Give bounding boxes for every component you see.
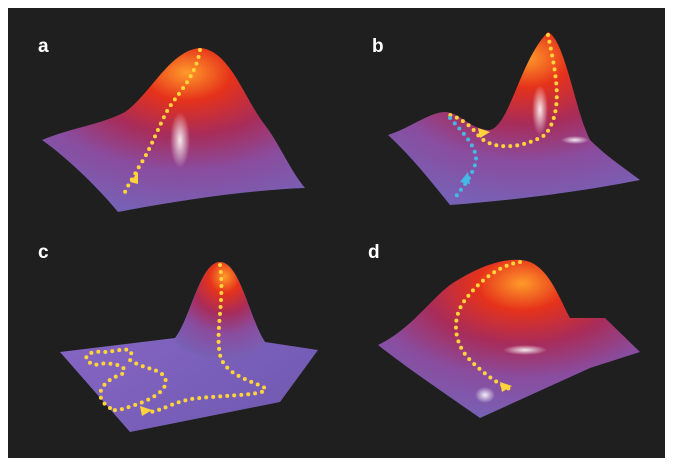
path [453,260,522,392]
panel-label: d [368,242,380,263]
highlight [475,387,495,403]
path [84,263,268,414]
panel-a: a [38,36,305,212]
arrow [460,172,470,184]
path [448,116,478,200]
panel-b: b [372,32,640,205]
arrow [478,128,490,138]
highlight [561,136,589,144]
highlight [532,85,548,135]
highlight [503,345,547,355]
arrow [500,382,512,392]
highlight [170,112,190,168]
peak [175,262,265,360]
surface [378,259,640,418]
arrow [130,172,138,184]
panel-label: a [38,36,49,57]
panel-label: b [372,36,384,57]
panel-label: c [38,242,49,263]
surface [388,32,640,205]
panel-c: c [38,242,318,432]
path [448,33,559,149]
path [123,48,202,194]
panel-d: d [368,242,640,418]
arrow [140,406,152,416]
